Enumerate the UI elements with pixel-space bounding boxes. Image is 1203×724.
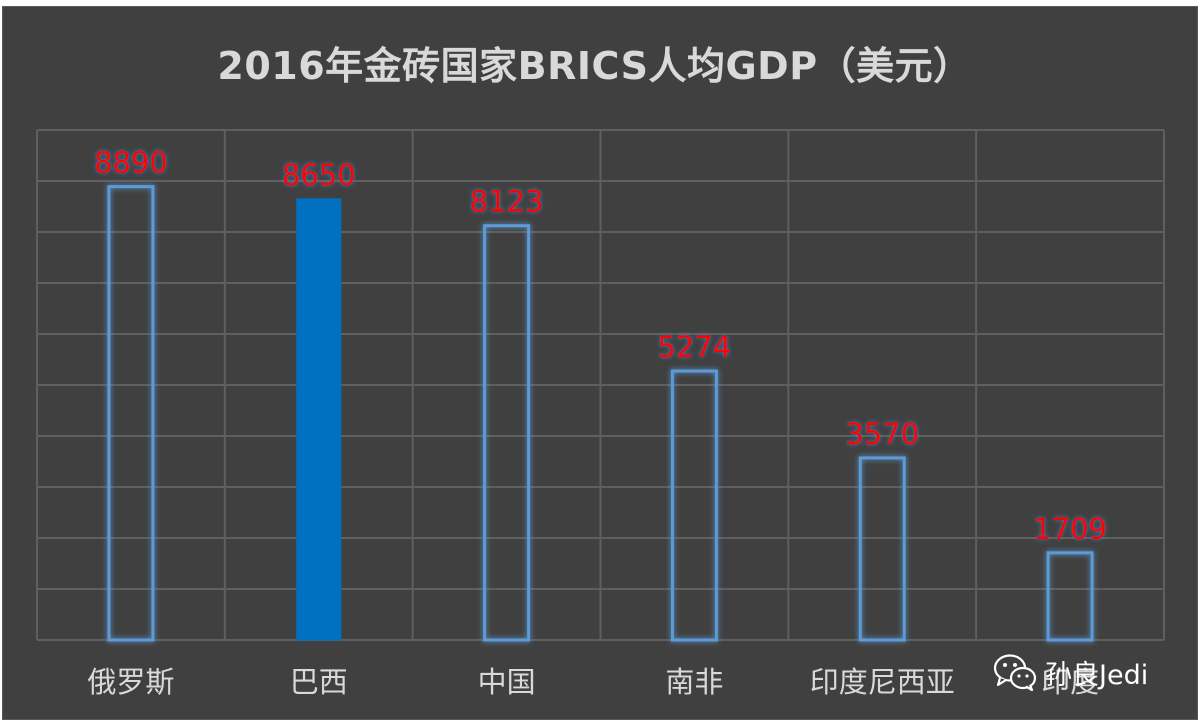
category-label: 南非: [665, 665, 723, 699]
gridlines: [36, 129, 1165, 641]
data-label: 3570: [845, 417, 919, 451]
bar-俄罗斯[interactable]: [107, 185, 155, 642]
category-label: 巴西: [290, 665, 348, 699]
data-label: 1709: [1033, 512, 1107, 546]
bar-中国[interactable]: [483, 224, 531, 642]
bar-series: [107, 185, 1094, 642]
data-label: 8650: [282, 158, 356, 192]
data-labels: 8890 8650 8123 5274 3570 1709: [94, 146, 1107, 546]
data-label: 8890: [94, 146, 168, 180]
chart-area[interactable]: 2016年金砖国家BRICS人均GDP（美元）: [2, 6, 1198, 720]
bar-印度[interactable]: [1046, 551, 1094, 642]
watermark: 孙良Jedi: [993, 649, 1148, 695]
bar-巴西[interactable]: [296, 198, 342, 641]
data-label: 8123: [470, 185, 544, 219]
plot-area: 8890 8650 8123 5274 3570 1709 俄罗斯 巴西 中国 南非 印度尼西亚 印…: [36, 129, 1165, 699]
category-axis: 俄罗斯 巴西 中国 南非 印度尼西亚 印度: [87, 665, 1099, 699]
watermark-text: 孙良Jedi: [1045, 659, 1149, 691]
category-label: 印度尼西亚: [810, 665, 955, 699]
category-label: 印度: [1041, 665, 1099, 699]
bar-印度尼西亚[interactable]: [858, 456, 906, 642]
category-label: 俄罗斯: [87, 665, 174, 699]
wechat-icon: [993, 654, 1037, 692]
data-label: 5274: [658, 330, 732, 364]
category-label: 中国: [478, 665, 536, 699]
chart-title: 2016年金砖国家BRICS人均GDP（美元）: [217, 44, 972, 88]
bar-南非[interactable]: [670, 369, 718, 642]
